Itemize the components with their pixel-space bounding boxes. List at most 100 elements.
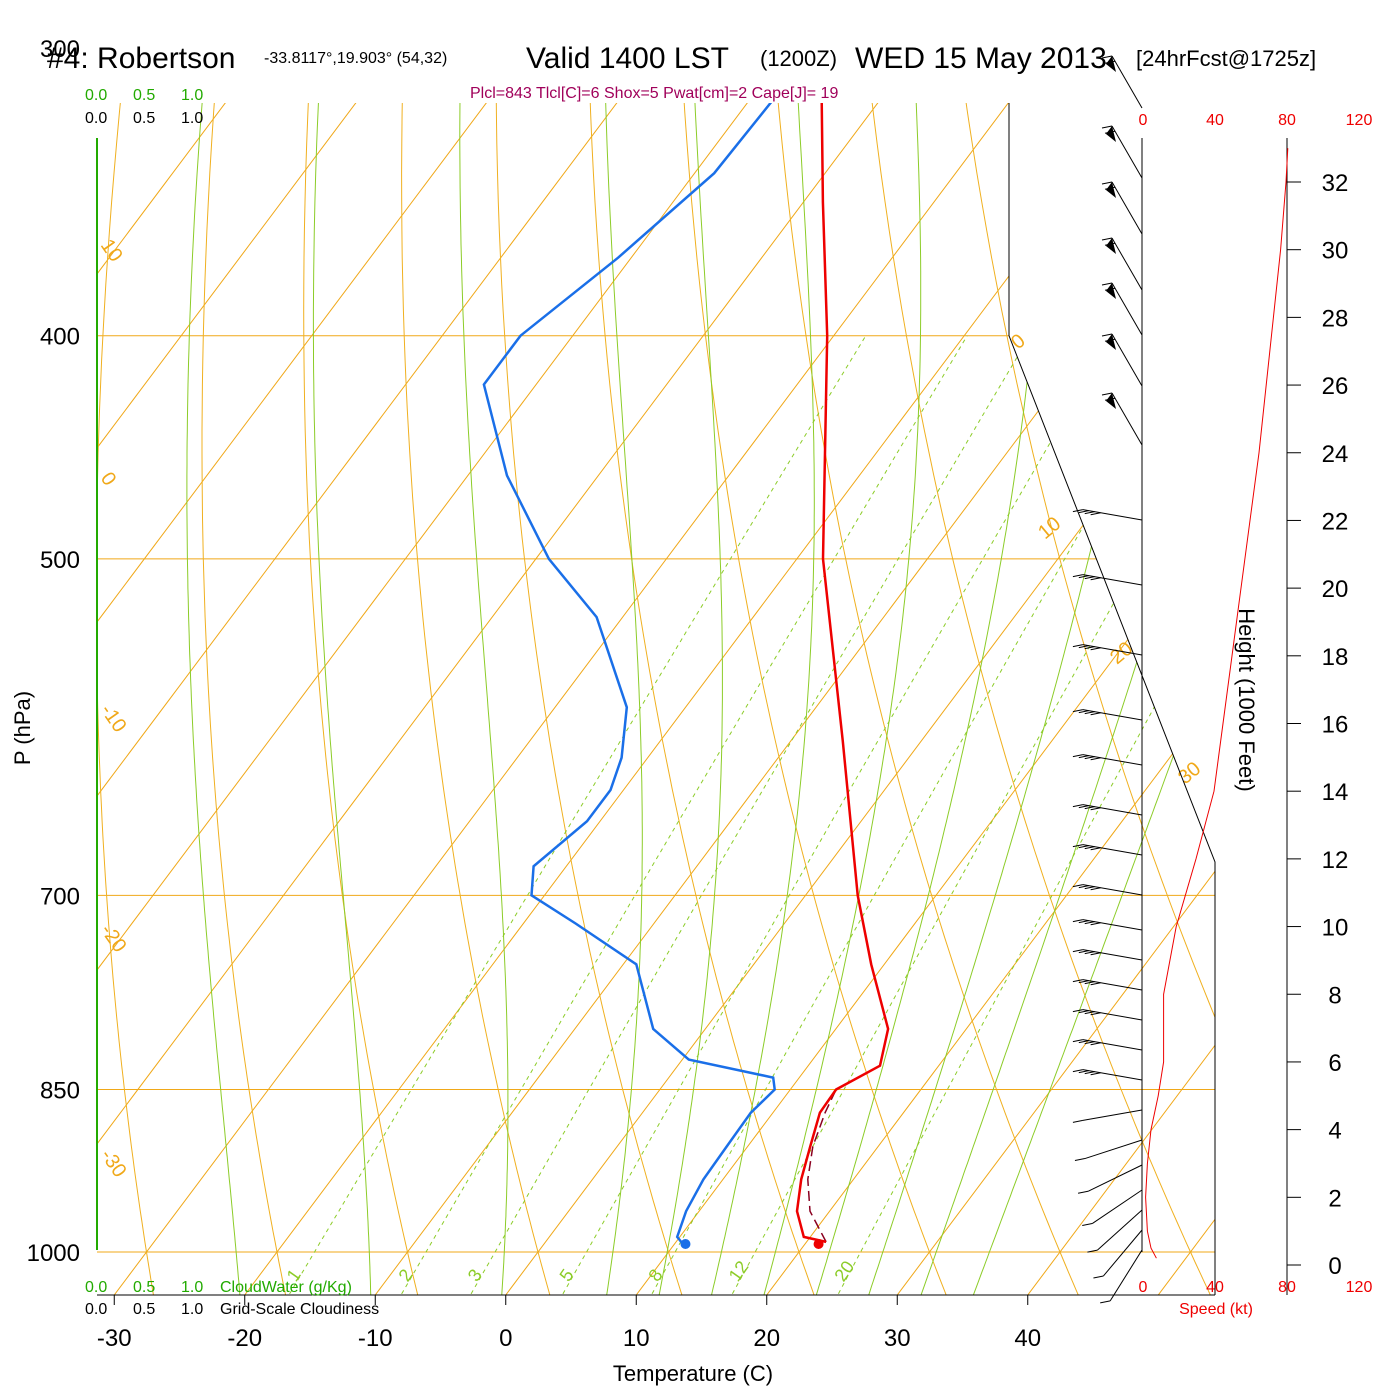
wind-barb-feather [1072, 884, 1084, 888]
wind-barb-shaft [1091, 1189, 1143, 1224]
wind-barb-feather [1072, 949, 1084, 953]
wind-barb-feather [1101, 55, 1113, 59]
wind-barb-feather [1090, 807, 1101, 811]
wind-barb-feather [1090, 647, 1101, 651]
speed-top-3: 120 [1346, 112, 1373, 129]
isotherm-line [370, 103, 1215, 1295]
height-tick-label: 4 [1328, 1118, 1341, 1145]
mixing-ratio-line [647, 335, 1193, 1295]
wind-barb [1100, 1249, 1143, 1304]
wind-barb-shaft [1082, 509, 1143, 521]
wind-barb-feather [1101, 237, 1113, 241]
wind-barb-feather [1078, 510, 1089, 514]
wind-barb-shaft [1111, 333, 1143, 387]
wind-barb-shaft [1087, 1164, 1143, 1192]
wind-barb-feather [1090, 922, 1101, 926]
wind-barb-flag [1106, 393, 1116, 410]
wind-barb [1082, 1189, 1143, 1227]
wind-barb-feather [1104, 60, 1116, 64]
moist-adiabat [918, 103, 1215, 1295]
dewpoint-line [482, 103, 871, 1248]
wind-barb [1093, 1229, 1143, 1279]
wind-barb-feather [1072, 1009, 1084, 1013]
wind-barb-shaft [1082, 804, 1143, 816]
wind-barb-feather [1072, 1119, 1084, 1123]
wind-barb-feather [1084, 951, 1095, 955]
isotherm-line [240, 103, 1215, 1295]
wind-barb-shaft [1082, 1039, 1143, 1051]
wind-barb-feather [1078, 1010, 1089, 1014]
pressure-tick-label: 850 [40, 1077, 80, 1104]
cw-bot-0: 0.0 [85, 1279, 107, 1296]
isotherm-label: -20 [96, 920, 131, 956]
wind-barb-shaft [1082, 844, 1143, 856]
wind-barb-feather [1090, 952, 1101, 956]
isotherm-label: 10 [1034, 513, 1065, 544]
pressure-tick-label: 1000 [27, 1240, 80, 1267]
height-tick-label: 28 [1322, 305, 1349, 332]
wind-barb-shaft [1111, 55, 1143, 109]
wind-barb-shaft [1084, 1139, 1143, 1160]
wind-barb-shaft [1082, 1109, 1143, 1121]
mixing-ratio-label: 12 [725, 1257, 753, 1285]
height-tick-label: 8 [1328, 982, 1341, 1009]
wind-barb-feather [1104, 397, 1116, 401]
wind-panel [1072, 55, 1289, 1304]
title-valid: Valid 1400 LST [526, 42, 729, 75]
temperature-tick-label: 0 [499, 1325, 512, 1352]
isotherm-line [97, 103, 1093, 1295]
moist-adiabat [761, 103, 922, 1295]
dry-adiabat [303, 103, 420, 1295]
wind-barb-feather [1078, 885, 1089, 889]
speed-top-0: 0 [1139, 112, 1148, 129]
wind-barb-feather [1078, 1070, 1089, 1074]
wind-barb [1072, 979, 1143, 991]
dry-adiabat [586, 103, 817, 1295]
wind-barb-shaft [1111, 392, 1143, 446]
wind-barb-flag [1106, 126, 1116, 143]
temperature-tick-label: -30 [97, 1325, 132, 1352]
wind-barb-feather [1078, 645, 1089, 649]
temperature-line [795, 103, 890, 1244]
temperature-tick-label: 10 [623, 1325, 650, 1352]
wind-barb-feather [1101, 282, 1113, 286]
cc-bot-2: 1.0 [181, 1301, 203, 1318]
cc-top-0: 0.0 [85, 110, 107, 127]
wind-barb-feather [1078, 755, 1089, 759]
wind-barb [1072, 844, 1143, 856]
dry-adiabat [401, 103, 552, 1295]
wind-barb [1101, 125, 1143, 179]
height-tick-label: 18 [1322, 644, 1349, 671]
mixing-ratio-label: 8 [644, 1265, 666, 1285]
wind-barb [1101, 333, 1143, 387]
wind-barb-feather [1084, 1041, 1095, 1045]
wind-barb-feather [1104, 242, 1116, 246]
isotherm-label: 0 [1007, 330, 1030, 354]
mixing-ratio-line [466, 335, 1031, 1295]
wind-barb-feather [1084, 886, 1095, 890]
wind-barb-shaft [1109, 1249, 1143, 1302]
wind-barb-feather [1084, 1071, 1095, 1075]
wind-barb [1072, 804, 1143, 816]
isotherm-line [97, 103, 180, 1295]
moist-adiabat [657, 103, 723, 1295]
height-tick-label: 2 [1328, 1185, 1341, 1212]
wind-barb-feather [1084, 921, 1095, 925]
wind-barb [1101, 392, 1143, 446]
wind-barb-feather [1072, 509, 1084, 513]
pressure-tick-label: 300 [40, 36, 80, 63]
wind-barb [1072, 919, 1143, 931]
cw-bot-1: 0.5 [133, 1279, 155, 1296]
wind-barb [1074, 1139, 1143, 1162]
wind-barb-feather [1090, 982, 1101, 986]
wind-barb-flag [1106, 283, 1116, 300]
wind-barb-feather [1090, 1042, 1101, 1046]
speed-bot-1: 40 [1206, 1279, 1224, 1296]
wind-barb-feather [1072, 644, 1084, 648]
surface-dewpoint-marker [680, 1239, 691, 1249]
wind-barb-shaft [1082, 1009, 1143, 1021]
wind-barb-feather [1090, 512, 1101, 516]
cw-top-1: 0.5 [133, 87, 155, 104]
parcel-path [807, 1089, 837, 1243]
wind-barb [1072, 644, 1143, 656]
